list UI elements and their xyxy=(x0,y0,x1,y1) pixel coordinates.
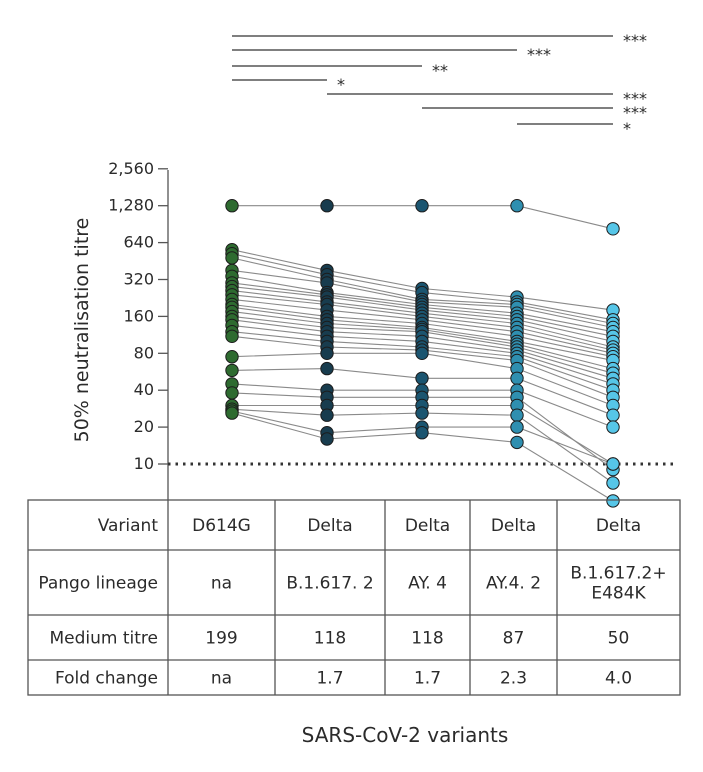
y-tick-label: 2,560 xyxy=(108,159,154,178)
significance-label: * xyxy=(623,119,631,138)
data-point xyxy=(606,457,620,471)
significance-label: ** xyxy=(432,61,448,80)
table-variant-cell: Delta xyxy=(491,516,536,536)
data-point xyxy=(225,199,239,213)
data-point xyxy=(510,420,524,434)
significance-label: *** xyxy=(527,45,551,64)
table-border xyxy=(27,499,681,696)
table-lineage-cell: B.1.617. 2 xyxy=(286,574,373,594)
data-point xyxy=(606,420,620,434)
data-point xyxy=(510,435,524,450)
data-point xyxy=(415,406,429,420)
table-variant-cell: Delta xyxy=(405,516,450,536)
data-point xyxy=(225,363,239,378)
significance-label: * xyxy=(337,75,345,94)
data-point xyxy=(606,222,620,236)
y-tick-label: 320 xyxy=(123,270,154,289)
y-tick-label: 80 xyxy=(134,343,154,362)
y-tick-label: 1,280 xyxy=(108,196,154,215)
table-variant-cell: D614G xyxy=(192,516,251,536)
table-fold-cell: 4.0 xyxy=(605,669,632,689)
data-point xyxy=(320,408,334,422)
data-point xyxy=(225,251,239,265)
x-axis-label: SARS-CoV-2 variants xyxy=(302,723,509,747)
data-point xyxy=(320,432,334,446)
data-point xyxy=(415,346,429,360)
subject-line xyxy=(231,408,614,484)
table-fold-cell: 1.7 xyxy=(316,669,343,689)
data-point xyxy=(510,371,524,385)
data-point xyxy=(320,199,334,213)
data-point xyxy=(415,199,429,213)
table-lineage-cell: AY.4. 2 xyxy=(486,574,541,594)
significance-brackets: **************** xyxy=(232,31,647,138)
table-median-cell: 118 xyxy=(314,629,346,649)
data-point xyxy=(225,406,239,420)
data-point xyxy=(510,408,524,422)
data-point xyxy=(320,346,334,360)
data-point xyxy=(415,371,429,385)
variant-table: Variant Pango lineage Medium titre Fold cha… xyxy=(27,499,681,696)
y-tick-label: 640 xyxy=(123,233,154,252)
data-point xyxy=(225,329,239,343)
table-lineage-cell: AY. 4 xyxy=(408,574,447,594)
table-lineage-cell: E484K xyxy=(591,584,646,604)
data-point xyxy=(320,361,334,376)
significance-label: *** xyxy=(623,89,647,108)
data-point xyxy=(225,386,239,400)
data-points xyxy=(225,199,620,508)
table-lineage-cell: na xyxy=(211,574,232,594)
data-point xyxy=(510,199,524,213)
table-variant-cell: Delta xyxy=(307,516,352,536)
data-point xyxy=(606,408,620,422)
table-variant-cell: Delta xyxy=(596,516,641,536)
table-lineage-cell: B.1.617.2+ xyxy=(570,564,666,584)
y-tick-label: 10 xyxy=(134,454,154,473)
table-row-label: Variant xyxy=(98,516,159,536)
y-tick-label: 20 xyxy=(134,417,154,436)
y-tick-label: 40 xyxy=(134,380,154,399)
table-fold-cell: na xyxy=(211,669,232,689)
table-fold-cell: 1.7 xyxy=(414,669,441,689)
table-median-cell: 199 xyxy=(205,629,237,649)
table-fold-cell: 2.3 xyxy=(500,669,527,689)
data-point xyxy=(415,426,429,440)
data-point xyxy=(606,494,620,508)
table-median-cell: 118 xyxy=(411,629,443,649)
y-axis-label: 50% neutralisation titre xyxy=(71,218,93,443)
significance-label: *** xyxy=(623,103,647,122)
table-median-cell: 50 xyxy=(608,629,630,649)
significance-label: *** xyxy=(623,31,647,50)
table-median-cell: 87 xyxy=(503,629,525,649)
table-row-label: Fold change xyxy=(55,669,158,689)
table-row-label: Pango lineage xyxy=(38,574,158,594)
data-point xyxy=(606,476,620,490)
data-point xyxy=(225,350,239,364)
y-axis: 10 20 40 80 160 320 640 1,280 2,560 xyxy=(108,159,169,500)
y-tick-label: 160 xyxy=(123,306,154,325)
table-row-label: Medium titre xyxy=(49,629,158,649)
